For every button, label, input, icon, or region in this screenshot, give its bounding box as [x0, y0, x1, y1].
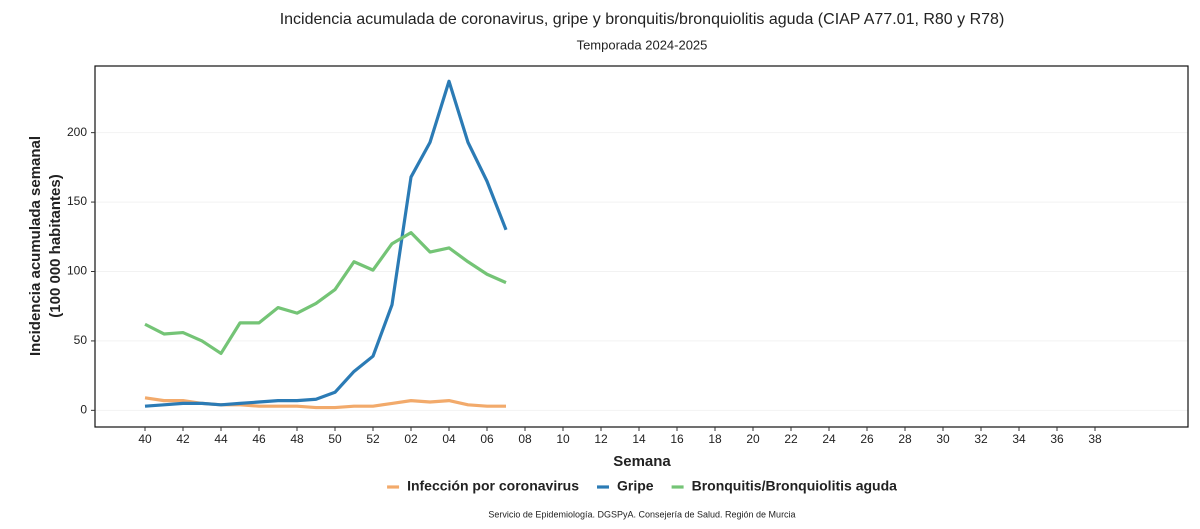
- plot-border: [94, 65, 1189, 428]
- x-tick-label: 52: [366, 432, 380, 446]
- x-tick-label: 14: [632, 432, 646, 446]
- legend-label: Gripe: [617, 478, 654, 494]
- series-line: [144, 231, 507, 356]
- x-tick-label: 42: [176, 432, 190, 446]
- x-tick-label: 48: [290, 432, 304, 446]
- x-tick-label: 46: [252, 432, 266, 446]
- y-tick-label: 100: [67, 264, 87, 278]
- x-tick-label: 26: [860, 432, 874, 446]
- x-tick-label: 34: [1012, 432, 1026, 446]
- chart-title: Incidencia acumulada de coronavirus, gri…: [280, 11, 1005, 28]
- x-tick-label: 44: [214, 432, 228, 446]
- legend-label: Bronquitis/Bronquiolitis aguda: [692, 478, 898, 494]
- y-tick-label: 150: [67, 194, 87, 208]
- x-tick-label: 32: [974, 432, 988, 446]
- x-tick-label: 16: [670, 432, 684, 446]
- x-tick-label: 04: [442, 432, 456, 446]
- x-tick-label: 24: [822, 432, 836, 446]
- x-axis-label: Semana: [613, 453, 671, 470]
- x-tick-label: 02: [404, 432, 418, 446]
- x-tick-label: 28: [898, 432, 912, 446]
- y-tick-label: 0: [80, 403, 87, 417]
- x-tick-label: 20: [746, 432, 760, 446]
- x-tick-label: 30: [936, 432, 950, 446]
- chart-subtitle: Temporada 2024-2025: [577, 37, 708, 52]
- x-tick-label: 10: [556, 432, 570, 446]
- x-tick-label: 06: [480, 432, 494, 446]
- legend-label: Infección por coronavirus: [407, 478, 579, 494]
- plot-area: [95, 66, 1188, 427]
- x-tick-label: 40: [138, 432, 152, 446]
- series-line: [144, 79, 508, 408]
- y-axis-label: (100 000 habitantes): [47, 174, 64, 317]
- source-note: Servicio de Epidemiología. DGSPyA. Conse…: [488, 509, 795, 519]
- x-tick-label: 12: [594, 432, 608, 446]
- x-tick-label: 38: [1088, 432, 1102, 446]
- legend: Infección por coronavirus Gripe Bronquitis…: [387, 478, 897, 494]
- x-tick-label: 22: [784, 432, 798, 446]
- x-tick-label: 50: [328, 432, 342, 446]
- y-tick-label: 200: [67, 125, 87, 139]
- legend-item: Bronquitis/Bronquiolitis aguda: [671, 478, 898, 494]
- x-tick-label: 18: [708, 432, 722, 446]
- x-tick-label: 08: [518, 432, 532, 446]
- y-tick-label: 50: [74, 333, 88, 347]
- legend-item: Infección por coronavirus: [387, 478, 579, 494]
- x-tick-label: 36: [1050, 432, 1064, 446]
- y-axis-label: Incidencia acumulada semanal: [27, 136, 44, 356]
- legend-item: Gripe: [597, 478, 654, 494]
